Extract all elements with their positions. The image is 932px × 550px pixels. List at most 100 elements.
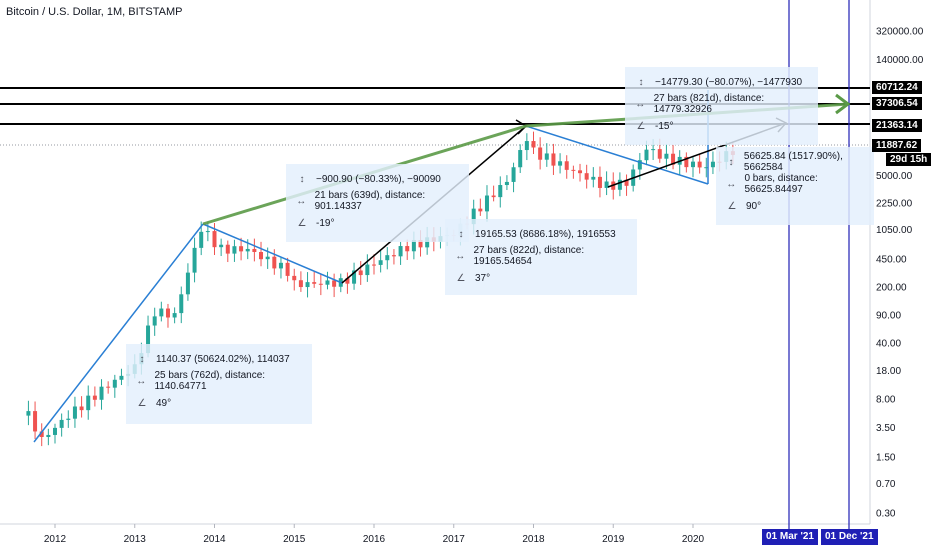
candle-body <box>272 256 277 269</box>
candle-body <box>159 308 164 317</box>
candle-body <box>617 179 622 190</box>
y-tick-label: 320000.00 <box>876 26 924 37</box>
measure-angle: 37° <box>475 272 491 284</box>
candle-body <box>498 185 503 198</box>
angle-icon: ∠ <box>297 217 307 229</box>
candle-body <box>59 419 64 428</box>
candle-body <box>358 270 363 276</box>
bar-range-icon: ↔ <box>635 98 646 110</box>
x-tick-label: 2020 <box>682 534 705 545</box>
candle-body <box>106 386 111 388</box>
vline-date-dec21: 01 Dec '21 <box>821 529 878 545</box>
candle-body <box>484 195 489 212</box>
candle-body <box>604 181 609 188</box>
measure-range: 27 bars (821d), distance: 14779.32926 <box>653 93 765 115</box>
candle-body <box>425 237 430 248</box>
measure-price: −14779.30 (−80.07%), −1477930 <box>655 76 803 88</box>
bar-range-icon: ↔ <box>296 195 307 207</box>
measure-box-4[interactable]: ↕ −14779.30 (−80.07%), −1477930 ↔ 27 bars … <box>625 67 818 145</box>
candle-body <box>172 313 177 318</box>
vline-date-mar21: 01 Mar '21 <box>762 529 818 545</box>
x-tick-label: 2017 <box>443 534 466 545</box>
candle-body <box>26 411 31 416</box>
angle-icon: ∠ <box>727 200 737 212</box>
measure-box-3[interactable]: ↕ 19165.53 (8686.18%), 1916553 ↔ 27 bars (… <box>445 219 637 295</box>
candle-body <box>325 280 330 285</box>
candle-body <box>146 325 151 354</box>
y-tick-label: 40.00 <box>876 338 901 349</box>
candle-body <box>378 260 383 265</box>
candle-body <box>239 246 244 252</box>
candle-body <box>551 153 556 166</box>
candle-body <box>365 264 370 276</box>
measure-range: 0 bars, distance: 56625.84497 <box>744 173 818 195</box>
candle-body <box>46 434 51 438</box>
candle-body <box>684 156 689 168</box>
angle-icon: ∠ <box>456 272 466 284</box>
candle-body <box>232 246 237 254</box>
candle-body <box>578 170 583 174</box>
measure-box-1[interactable]: ↕ 1140.37 (50624.02%), 114037 ↔ 25 bars (7… <box>126 344 312 424</box>
y-tick-label: 200.00 <box>876 283 907 294</box>
bar-range-icon: ↔ <box>455 250 466 262</box>
angle-icon: ∠ <box>137 397 147 409</box>
candle-body <box>345 278 350 284</box>
measure-price: 56625.84 (1517.90%), 5662584 <box>743 151 843 173</box>
candle-body <box>597 176 602 188</box>
candle-body <box>478 208 483 212</box>
candle-body <box>411 239 416 252</box>
candle-body <box>538 147 543 160</box>
price-range-icon: ↕ <box>139 353 145 365</box>
trend-line <box>525 125 709 185</box>
candle-body <box>558 161 563 166</box>
candle-body <box>39 431 44 438</box>
candle-body <box>53 427 57 435</box>
candle-body <box>405 246 410 252</box>
candle-body <box>385 255 390 261</box>
candle-body <box>504 181 509 186</box>
trend-line <box>202 223 343 284</box>
candle-body <box>518 150 523 168</box>
bar-range-icon: ↔ <box>726 178 737 190</box>
y-tick-label: 5000.00 <box>876 171 913 182</box>
angle-icon: ∠ <box>636 120 646 132</box>
candle-body <box>591 176 596 180</box>
measure-angle: -19° <box>316 217 335 229</box>
price-range-icon: ↕ <box>299 173 305 185</box>
bar-range-icon: ↔ <box>136 375 147 387</box>
candle-body <box>544 153 549 160</box>
candle-body <box>298 280 303 288</box>
candle-body <box>657 149 662 159</box>
candle-body <box>245 248 250 252</box>
candle-body <box>305 282 310 288</box>
candle-body <box>72 406 77 419</box>
x-tick-label: 2018 <box>522 534 545 545</box>
y-tick-label: 0.30 <box>876 508 896 519</box>
candle-body <box>637 160 642 170</box>
measure-box-2[interactable]: ↕ −900.90 (−80.33%), −90090 ↔ 21 bars (639… <box>286 164 469 242</box>
candle-body <box>252 248 257 253</box>
candle-body <box>624 179 629 186</box>
candle-body <box>199 231 204 248</box>
candle-body <box>66 418 71 420</box>
candle-body <box>418 239 423 248</box>
candle-body <box>165 308 170 318</box>
measure-box-5[interactable]: ↕ 56625.84 (1517.90%), 5662584 ↔ 0 bars, d… <box>716 147 874 225</box>
x-tick-label: 2016 <box>363 534 386 545</box>
candle-body <box>318 283 323 285</box>
candle-body <box>697 161 702 168</box>
candle-body <box>571 169 576 171</box>
measure-price: 19165.53 (8686.18%), 1916553 <box>475 228 616 240</box>
candle-body <box>691 161 695 168</box>
candle-body <box>86 395 91 411</box>
y-tick-label: 3.50 <box>876 423 896 434</box>
candle-body <box>471 208 476 225</box>
projection-arrow <box>835 93 851 115</box>
y-tick-label: 450.00 <box>876 254 907 265</box>
candle-body <box>651 149 656 151</box>
candle-body <box>112 379 117 388</box>
candle-body <box>391 255 396 257</box>
candle-body <box>259 252 264 260</box>
y-tick-label: 140000.00 <box>876 55 924 66</box>
candle-body <box>664 153 669 159</box>
